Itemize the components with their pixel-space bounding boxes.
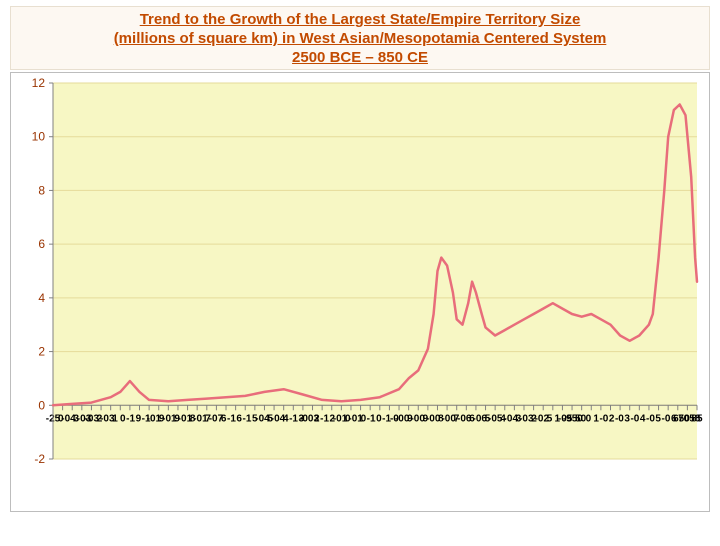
xtick-label: -1 xyxy=(367,414,376,425)
xtick-label: 0 xyxy=(586,414,592,425)
xtick-label: -0 xyxy=(615,414,624,425)
xtick-label: -1 xyxy=(243,414,252,425)
xtick-label: 1 xyxy=(593,414,599,425)
xtick-label: -1 xyxy=(126,414,135,425)
chart-title-line2: (millions of square km) in West Asian/Me… xyxy=(17,30,703,49)
chart-title-box: Trend to the Growth of the Largest State… xyxy=(10,6,710,70)
line-chart: -2024681012-250-043-03-032-0310-19-1-019… xyxy=(11,73,709,511)
xtick-label: -1 xyxy=(320,414,329,425)
xtick-label: -0 xyxy=(599,414,608,425)
ytick-label: 4 xyxy=(38,291,45,305)
ytick-label: 6 xyxy=(38,237,45,251)
ytick-label: 2 xyxy=(38,345,45,359)
ytick-label: 10 xyxy=(32,130,46,144)
plot-area xyxy=(53,83,697,459)
xtick-label: -0 xyxy=(630,414,639,425)
xtick-label: -0 xyxy=(646,414,655,425)
xtick-label: 1 xyxy=(112,414,118,425)
ytick-label: 0 xyxy=(38,399,45,413)
xtick-label: -0 xyxy=(662,414,671,425)
chart-container: -2024681012-250-043-03-032-0310-19-1-019… xyxy=(10,72,710,512)
ytick-label: -2 xyxy=(34,452,45,466)
xtick-label: -1 xyxy=(227,414,236,425)
xtick-label: 85 xyxy=(691,414,703,425)
xtick-label: -1 xyxy=(289,414,298,425)
ytick-label: 12 xyxy=(32,76,46,90)
chart-title-line3: 2500 BCE – 850 CE xyxy=(17,49,703,68)
chart-title-line1: Trend to the Growth of the Largest State… xyxy=(17,11,703,30)
ytick-label: 8 xyxy=(38,184,45,198)
xtick-label: 5 xyxy=(547,414,553,425)
